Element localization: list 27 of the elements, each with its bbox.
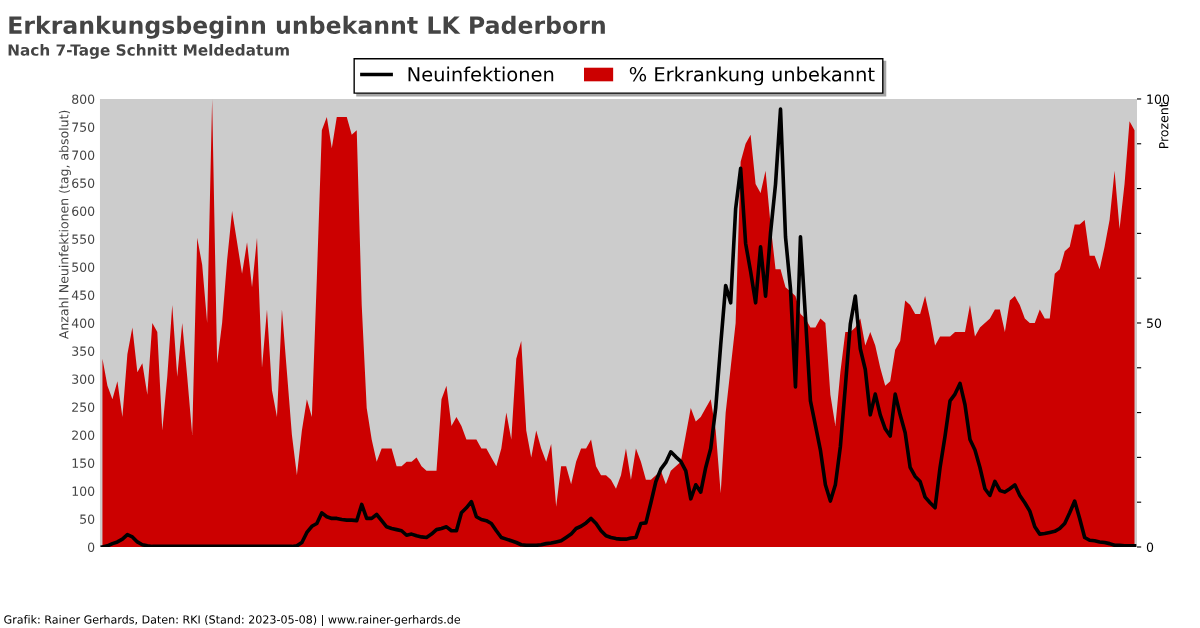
y-tick-label: 800: [72, 94, 95, 104]
legend-label: Neuinfektionen: [408, 66, 554, 82]
chart-title: Erkrankungsbeginn unbekannt LK Paderborn: [9, 15, 605, 39]
y-tick-label: 250: [72, 402, 95, 412]
chart-subtitle: Nach 7-Tage Schnitt Meldedatum: [8, 43, 289, 59]
y-tick-label: 150: [72, 458, 95, 468]
y-tick-label: 200: [72, 430, 95, 440]
y2-tick-label: 100: [1147, 94, 1170, 104]
legend-label: % Erkrankung unbekannt: [629, 66, 875, 86]
y2-axis-title: Prozent: [1159, 102, 1169, 149]
y-tick-label: 0: [87, 542, 95, 552]
y-tick-label: 500: [72, 262, 95, 272]
y-tick-label: 400: [71, 318, 95, 328]
y-tick-label: 600: [72, 206, 95, 216]
y-tick-label: 650: [72, 178, 95, 188]
y2-tick-label: 0: [1146, 542, 1154, 552]
y-tick-label: 350: [72, 346, 95, 356]
y-tick-label: 550: [72, 234, 95, 244]
y-axis-title: Anzahl Neuinfektionen (tag, absolut): [58, 110, 71, 340]
y-tick-label: 50: [80, 514, 95, 524]
y-tick-label: 700: [72, 150, 95, 160]
y-tick-label: 100: [72, 486, 95, 496]
text: Grafik: Rainer Gerhards, Daten: RKI (Stand: 2023-05-08) | www.rainer-gerhards.de: [4, 615, 461, 627]
y-tick-label: 750: [72, 122, 95, 132]
y-tick-label: 450: [71, 290, 95, 300]
y2-tick-label: 50: [1146, 318, 1162, 328]
y-tick-label: 300: [72, 374, 95, 384]
